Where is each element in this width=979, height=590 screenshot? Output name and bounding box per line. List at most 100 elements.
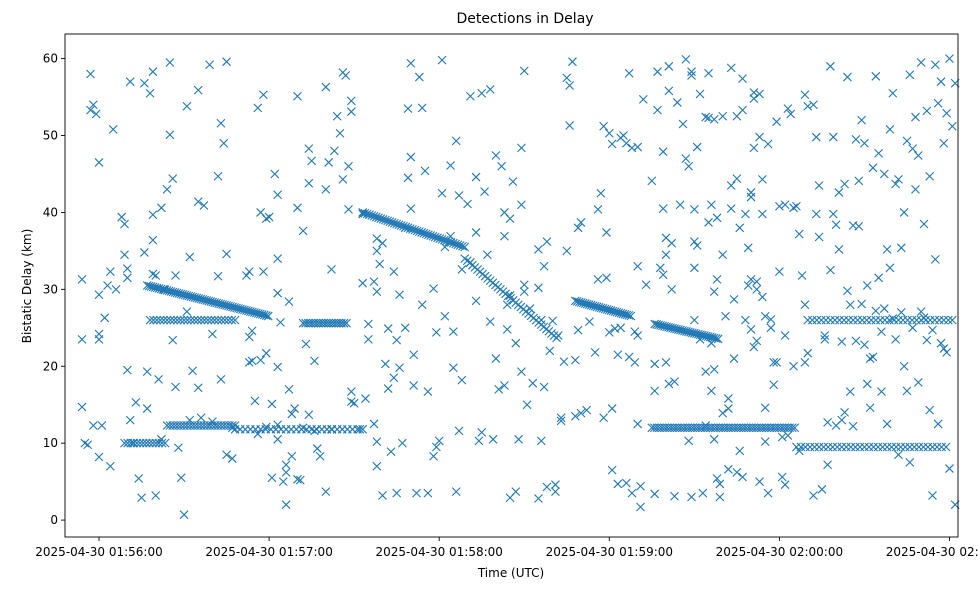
data-point: [392, 488, 402, 498]
data-point: [698, 488, 708, 498]
data-point: [706, 386, 716, 396]
data-point: [183, 315, 192, 325]
data-point: [508, 177, 518, 187]
data-point: [607, 139, 617, 149]
data-point: [713, 334, 723, 344]
data-point: [846, 442, 856, 452]
data-point: [378, 491, 387, 500]
data-point: [344, 161, 353, 171]
data-point: [797, 271, 807, 280]
data-point: [712, 274, 722, 284]
data-point: [891, 179, 901, 189]
data-point: [937, 442, 946, 452]
data-point: [206, 315, 216, 325]
data-point: [636, 502, 645, 512]
data-point: [914, 442, 924, 452]
data-point: [358, 424, 368, 434]
data-point: [287, 451, 297, 461]
data-point: [339, 318, 349, 328]
data-point: [925, 315, 935, 325]
data-point: [803, 101, 813, 111]
data-point: [148, 210, 158, 220]
data-point: [860, 340, 869, 350]
data-point: [539, 261, 549, 271]
data-point: [542, 482, 552, 492]
data-point: [542, 237, 552, 247]
data-point: [593, 204, 603, 214]
data-point: [77, 334, 87, 344]
data-point: [414, 72, 424, 82]
data-point: [760, 437, 770, 447]
data-point: [752, 277, 762, 287]
data-point: [273, 254, 283, 263]
data-point: [372, 246, 382, 256]
data-point: [135, 438, 145, 448]
data-point: [803, 315, 813, 325]
data-point: [775, 267, 784, 277]
data-point: [626, 311, 636, 321]
data-point: [105, 267, 115, 277]
data-point: [877, 327, 886, 337]
data-point: [821, 315, 831, 325]
data-point: [769, 358, 779, 367]
data-point: [77, 274, 87, 284]
data-point: [780, 200, 790, 210]
data-point: [653, 67, 662, 77]
data-point: [633, 331, 643, 340]
data-point: [684, 161, 694, 171]
data-point: [536, 315, 546, 325]
data-point: [882, 442, 892, 452]
data-point: [732, 174, 742, 183]
data-point: [148, 67, 158, 77]
data-point: [270, 169, 280, 179]
data-point: [253, 103, 263, 113]
data-point: [723, 404, 733, 413]
data-point: [916, 58, 926, 67]
data-point: [875, 315, 885, 325]
data-point: [919, 219, 929, 229]
data-point: [911, 112, 920, 122]
data-point: [573, 325, 583, 335]
data-point: [638, 94, 648, 104]
data-point: [298, 423, 308, 433]
data-point: [869, 442, 878, 452]
data-point: [273, 362, 283, 372]
data-point: [172, 315, 182, 325]
data-point: [570, 355, 580, 365]
data-point: [860, 442, 869, 452]
data-point: [139, 78, 149, 88]
data-point: [928, 325, 937, 335]
data-point: [548, 316, 557, 326]
data-point: [196, 315, 206, 325]
data-point: [151, 438, 161, 448]
data-point: [945, 464, 954, 473]
x-axis-ticks: 2025-04-30 01:56:00 2025-04-30 01:57:00 20…: [35, 537, 979, 559]
data-point: [930, 60, 940, 70]
data-point: [941, 442, 951, 452]
data-point: [295, 475, 305, 485]
data-point: [290, 404, 300, 413]
data-point: [860, 138, 869, 148]
data-point: [83, 440, 93, 450]
data-point: [602, 228, 611, 237]
y-tick-label: 50: [43, 129, 58, 143]
data-point: [329, 146, 339, 156]
data-point: [590, 348, 600, 357]
data-point: [423, 488, 433, 498]
data-point: [916, 307, 926, 317]
data-point: [928, 442, 937, 452]
data-point: [928, 491, 937, 500]
data-point: [88, 421, 98, 430]
data-point: [403, 173, 413, 183]
data-point: [117, 212, 127, 222]
data-point: [372, 461, 382, 471]
data-point: [758, 292, 767, 302]
data-point: [695, 334, 705, 344]
data-point: [709, 287, 719, 297]
data-point: [619, 131, 628, 140]
data-point: [281, 500, 291, 510]
data-point: [267, 399, 277, 409]
data-point: [310, 356, 319, 366]
data-point: [800, 358, 810, 367]
data-point: [942, 348, 952, 357]
